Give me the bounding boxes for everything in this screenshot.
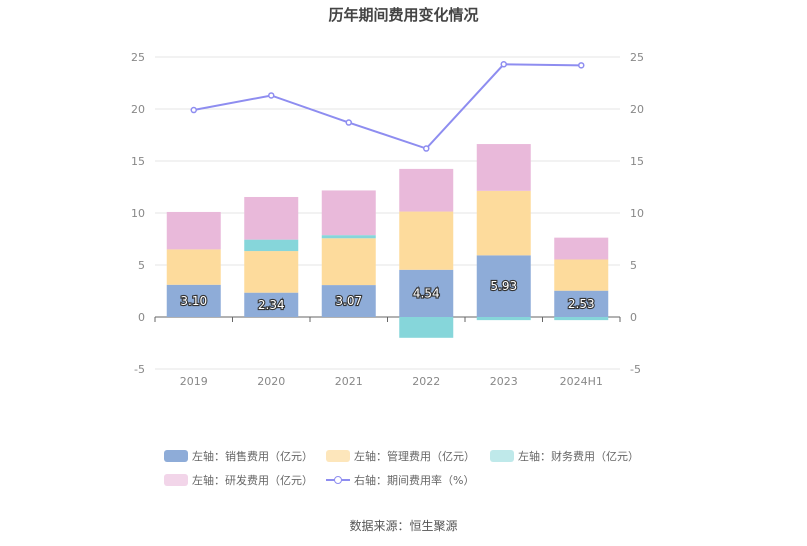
bar-finance-2022 xyxy=(399,317,454,338)
bar-sales-2020 xyxy=(244,292,299,317)
right-y-tick-label: 20 xyxy=(630,103,644,116)
x-tick-label: 2019 xyxy=(180,375,208,388)
bar-sales-2019 xyxy=(166,284,221,317)
legend-swatch-ratio xyxy=(326,474,350,486)
left-y-tick-label: -5 xyxy=(134,363,145,376)
bar-admin-2019 xyxy=(166,249,221,285)
x-tick-label: 2023 xyxy=(490,375,518,388)
bar-label-sales-2022: 4.54 xyxy=(413,286,440,300)
bar-sales-2022 xyxy=(399,269,454,317)
legend-swatch-rd xyxy=(164,474,188,486)
legend-item-finance[interactable]: 左轴：财务费用（亿元） xyxy=(490,448,639,464)
bar-admin-2022 xyxy=(399,211,454,270)
legend-swatch-admin xyxy=(326,450,350,462)
chart-canvas: -5 0 5 10 15 20 25 -5 0 5 10 15 20 25 3.10 2.34 3.07 4.… xyxy=(131,51,644,388)
legend-item-admin[interactable]: 左轴：管理费用（亿元） xyxy=(326,448,475,464)
ratio-line xyxy=(190,61,585,152)
right-y-tick-label: 0 xyxy=(630,311,637,324)
ratio-point-2020 xyxy=(268,92,275,99)
legend-item-sales[interactable]: 左轴：销售费用（亿元） xyxy=(164,448,313,464)
bar-label-sales-2019: 3.10 xyxy=(180,294,207,308)
left-y-tick-label: 0 xyxy=(138,311,145,324)
left-y-tick-label: 5 xyxy=(138,259,145,272)
bar-admin-2020 xyxy=(244,251,299,293)
bar-finance-2021 xyxy=(321,235,376,239)
x-tick-label: 2022 xyxy=(412,375,440,388)
legend-label-finance: 左轴：财务费用（亿元） xyxy=(518,450,639,463)
ratio-point-2022 xyxy=(423,145,430,152)
right-y-tick-label: 10 xyxy=(630,207,644,220)
bar-rd-2024H1 xyxy=(554,237,609,260)
data-source: 数据来源：恒生聚源 xyxy=(349,519,458,533)
right-y-tick-label: -5 xyxy=(630,363,641,376)
ratio-point-2024H1 xyxy=(578,62,585,69)
x-tick-label: 2021 xyxy=(335,375,363,388)
bar-label-sales-2021: 3.07 xyxy=(335,294,362,308)
bar-sales-2023 xyxy=(476,255,531,317)
bar-rd-2020 xyxy=(244,196,299,240)
legend-label-rd: 左轴：研发费用（亿元） xyxy=(192,474,313,487)
legend-item-rd[interactable]: 左轴：研发费用（亿元） xyxy=(164,472,313,488)
bar-rd-2019 xyxy=(166,211,221,250)
bar-rd-2021 xyxy=(321,190,376,236)
bar-label-sales-2023: 5.93 xyxy=(490,279,517,293)
legend-label-sales: 左轴：销售费用（亿元） xyxy=(192,450,313,463)
bar-finance-2023 xyxy=(476,317,531,321)
legend-item-ratio[interactable]: 右轴：期间费用率（%） xyxy=(326,472,474,488)
bar-finance-2020 xyxy=(244,239,299,252)
bar-finance-2024H1 xyxy=(554,317,609,321)
legend-label-ratio: 右轴：期间费用率（%） xyxy=(354,474,475,487)
bars xyxy=(166,144,609,338)
right-y-tick-label: 15 xyxy=(630,155,644,168)
x-tick-label: 2024H1 xyxy=(560,375,603,388)
ratio-point-2023 xyxy=(500,61,507,68)
bar-label-sales-2020: 2.34 xyxy=(258,298,285,312)
right-y-tick-label: 5 xyxy=(630,259,637,272)
right-axis-ticks: -5 0 5 10 15 20 25 xyxy=(630,51,644,376)
legend-label-admin: 左轴：管理费用（亿元） xyxy=(354,450,475,463)
bar-value-labels: 3.10 2.34 3.07 4.54 5.93 2.53 xyxy=(179,278,595,313)
ratio-line-path xyxy=(193,63,582,150)
legend-swatch-finance xyxy=(490,450,514,462)
bar-admin-2024H1 xyxy=(554,259,609,291)
x-axis-ticks: 2019 2020 2021 2022 2023 2024H1 xyxy=(154,317,621,388)
left-y-tick-label: 20 xyxy=(131,103,145,116)
chart-title: 历年期间费用变化情况 xyxy=(328,6,479,24)
bar-sales-2021 xyxy=(321,285,376,317)
bar-rd-2022 xyxy=(399,168,454,212)
bar-admin-2021 xyxy=(321,238,376,286)
x-tick-label: 2020 xyxy=(257,375,285,388)
bar-sales-2024H1 xyxy=(554,290,609,317)
left-y-tick-label: 10 xyxy=(131,207,145,220)
right-y-tick-label: 25 xyxy=(630,51,644,64)
bar-admin-2023 xyxy=(476,190,531,256)
left-axis-ticks: -5 0 5 10 15 20 25 xyxy=(131,51,145,376)
ratio-point-2019 xyxy=(190,106,197,114)
legend-swatch-sales xyxy=(164,450,188,462)
left-y-tick-label: 15 xyxy=(131,155,145,168)
left-y-tick-label: 25 xyxy=(131,51,145,64)
bar-rd-2023 xyxy=(476,144,531,191)
ratio-point-2021 xyxy=(345,119,352,126)
bar-label-sales-2024H1: 2.53 xyxy=(568,297,595,311)
